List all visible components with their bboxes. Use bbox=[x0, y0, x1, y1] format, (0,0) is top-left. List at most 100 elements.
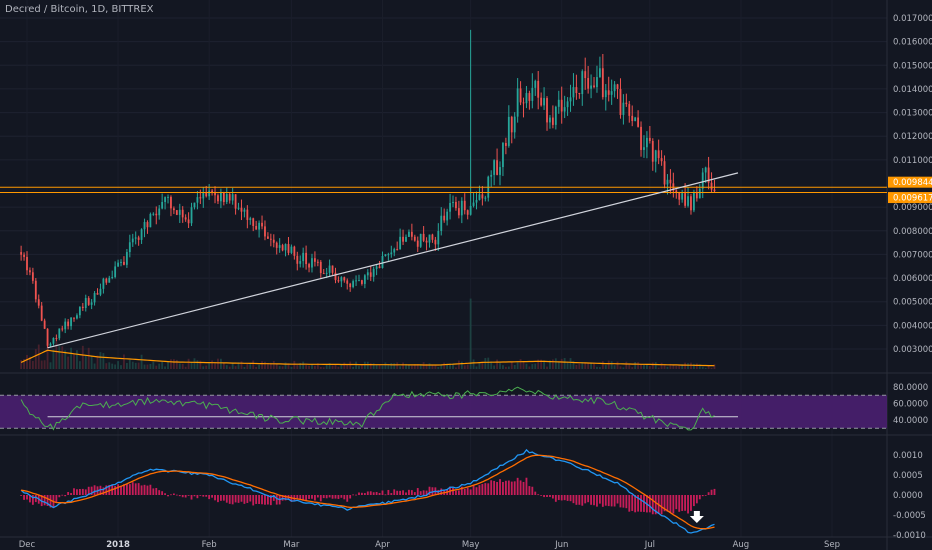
candle-body bbox=[378, 266, 381, 268]
volume-bar bbox=[575, 364, 578, 369]
volume-bar bbox=[111, 363, 114, 369]
candle-body bbox=[105, 278, 108, 283]
candle-body bbox=[234, 194, 237, 209]
volume-bar bbox=[225, 365, 228, 369]
candle-body bbox=[40, 305, 43, 321]
candle-body bbox=[710, 182, 713, 190]
candle-body bbox=[170, 196, 172, 209]
candle-body bbox=[302, 252, 305, 262]
macd-histogram-bar bbox=[598, 495, 601, 504]
volume-bar bbox=[663, 364, 666, 369]
volume-bar bbox=[187, 358, 190, 369]
rsi-tick-label: 80.0000 bbox=[893, 383, 928, 393]
candle-body bbox=[469, 205, 472, 215]
macd-histogram-bar bbox=[590, 495, 592, 505]
volume-bar bbox=[399, 366, 402, 369]
macd-histogram-bar bbox=[149, 484, 152, 495]
volume-bar bbox=[572, 361, 575, 369]
candle-body bbox=[628, 104, 631, 116]
macd-histogram-bar bbox=[684, 495, 687, 511]
volume-bar bbox=[87, 347, 90, 369]
candle-body bbox=[284, 244, 287, 251]
volume-bar bbox=[554, 358, 557, 369]
volume-bar bbox=[264, 361, 266, 369]
macd-histogram-bar bbox=[331, 495, 334, 499]
macd-histogram-bar bbox=[234, 495, 237, 503]
volume-bar bbox=[484, 357, 487, 369]
macd-histogram-bar bbox=[502, 481, 504, 495]
macd-histogram-bar bbox=[102, 487, 105, 495]
price-axis: 0.01700000 0.01600000 0.01500000 0.01400000… bbox=[893, 14, 932, 541]
candle-body bbox=[328, 265, 331, 273]
macd-histogram-bar bbox=[319, 495, 322, 502]
candle-body bbox=[499, 167, 501, 175]
candle-body bbox=[678, 192, 681, 200]
candle-body bbox=[375, 266, 378, 269]
volume-bar bbox=[522, 361, 525, 369]
candle-body bbox=[131, 238, 134, 243]
price-tick-label: 0.01400000 bbox=[893, 85, 932, 95]
macd-histogram-bar bbox=[316, 495, 319, 498]
volume-bar bbox=[284, 362, 287, 369]
candle-body bbox=[108, 277, 111, 283]
candle-body bbox=[55, 338, 58, 340]
candle-body bbox=[49, 343, 52, 346]
macd-histogram-bar bbox=[105, 485, 108, 495]
candle-body bbox=[578, 93, 581, 95]
macd-histogram-bar bbox=[440, 488, 443, 495]
volume-bar bbox=[457, 360, 460, 369]
candle-body bbox=[26, 256, 28, 271]
candle-body bbox=[334, 272, 337, 281]
macd-histogram-bar bbox=[484, 483, 487, 495]
macd-histogram-bar bbox=[214, 495, 216, 501]
candle-body bbox=[666, 179, 669, 185]
macd-histogram-bar bbox=[522, 481, 525, 495]
volume-bar bbox=[275, 363, 278, 369]
macd-histogram-bar bbox=[196, 495, 199, 499]
macd-histogram-bar bbox=[593, 495, 595, 506]
volume-bar bbox=[619, 366, 622, 369]
volume-bar bbox=[478, 362, 481, 369]
price-label-text: 0.00961731 bbox=[893, 194, 932, 204]
macd-histogram-bar bbox=[463, 488, 466, 495]
macd-histogram-bar bbox=[578, 495, 581, 505]
candle-body bbox=[78, 306, 81, 316]
candle-body bbox=[437, 230, 440, 245]
candle-body bbox=[314, 258, 316, 262]
candle-body bbox=[434, 239, 437, 245]
volume-bar bbox=[710, 367, 713, 369]
candle-body bbox=[616, 84, 619, 89]
volume-bar bbox=[507, 366, 510, 369]
volume-bar bbox=[537, 359, 540, 369]
volume-bar bbox=[637, 362, 640, 369]
volume-bar bbox=[487, 357, 490, 369]
volume-bar bbox=[516, 362, 519, 369]
price-label-bg bbox=[888, 176, 932, 188]
volume-bar bbox=[117, 361, 119, 369]
volume-bar bbox=[228, 366, 231, 369]
candle-body bbox=[193, 202, 196, 208]
macd-histogram-bar bbox=[516, 477, 519, 495]
candle-body bbox=[217, 195, 219, 202]
volume-bar bbox=[604, 365, 607, 369]
candle-body bbox=[187, 219, 190, 224]
volume-bar bbox=[504, 366, 507, 369]
candle-body bbox=[563, 107, 566, 112]
candle-body bbox=[713, 189, 716, 192]
volume-bar bbox=[319, 366, 322, 369]
candle-body bbox=[613, 84, 616, 92]
macd-histogram-bar bbox=[143, 484, 146, 495]
volume-bar bbox=[172, 359, 175, 369]
volume-bar bbox=[496, 359, 498, 369]
candle-body bbox=[604, 90, 607, 98]
macd-histogram-bar bbox=[531, 486, 534, 495]
macd-histogram-bar bbox=[525, 477, 528, 495]
volume-bar bbox=[672, 365, 675, 369]
macd-histogram-bar bbox=[707, 492, 710, 495]
price-tick-label: 0.01300000 bbox=[893, 109, 932, 119]
volume-bar bbox=[434, 365, 437, 369]
volume-bar bbox=[137, 362, 140, 369]
candle-body bbox=[137, 237, 140, 240]
volume-bar bbox=[569, 358, 572, 369]
